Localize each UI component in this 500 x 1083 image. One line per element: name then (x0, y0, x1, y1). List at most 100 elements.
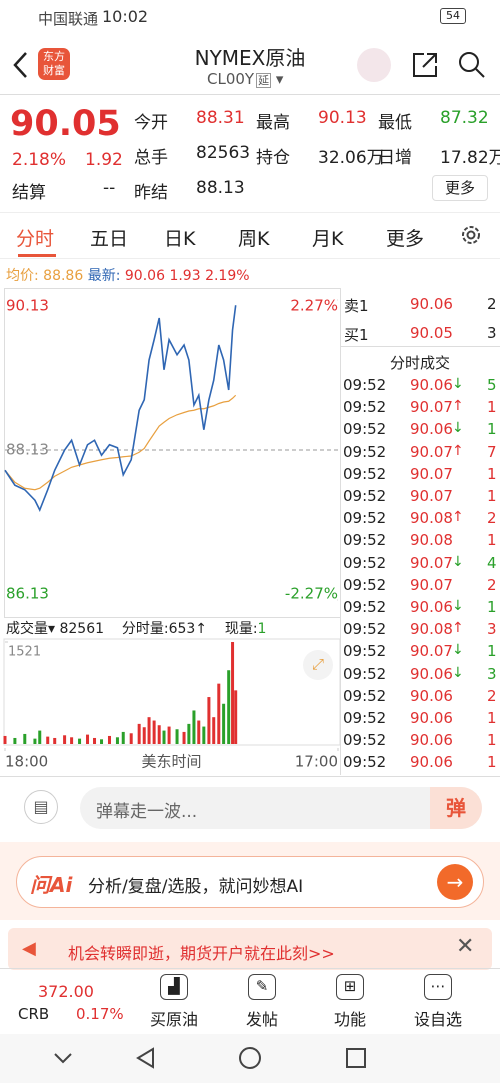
trade-qty: 5 (487, 376, 497, 394)
tab-underline (18, 254, 56, 257)
last: 90.06 (124, 268, 165, 284)
comment-input[interactable]: 弹幕走一波... (80, 787, 482, 829)
volume-bar (182, 731, 186, 744)
volume-bar (93, 737, 97, 744)
trade-price: 90.06 (410, 598, 453, 616)
trade-time: 09:52 (343, 709, 387, 727)
action-label[interactable]: 发帖 (245, 1010, 278, 1029)
field-value: 87.32 (440, 108, 489, 128)
change: 1.92 (85, 150, 123, 170)
trade-price: 90.06 (410, 376, 453, 394)
book-label: 买1 (344, 326, 369, 344)
volume-bar (162, 730, 166, 744)
field-label: 最低 (378, 113, 412, 133)
more-button[interactable]: 更多 (432, 175, 488, 201)
tab[interactable]: 更多 (386, 228, 425, 250)
volume-bar (121, 731, 125, 744)
action-label[interactable]: 设自选 (413, 1010, 462, 1029)
carrier: 中国联通 (38, 10, 99, 28)
banner-close[interactable]: ✕ (456, 934, 475, 959)
field-label: 总手 (134, 148, 168, 168)
danmaku-toggle[interactable]: ▤ (24, 790, 58, 824)
code-text: CL00Y (207, 70, 255, 88)
trade-price: 90.07 (410, 553, 453, 572)
volume-bar (152, 720, 156, 744)
price-line (4, 305, 237, 512)
volume-bar (100, 739, 104, 744)
volume-bar (53, 737, 57, 744)
change-pct: 2.18% (12, 150, 67, 170)
nav-icons (54, 1047, 366, 1069)
trade-time: 09:52 (343, 731, 387, 750)
trade-price: 90.08 (410, 620, 453, 639)
back-button[interactable] (10, 50, 32, 80)
trade-qty: 7 (487, 442, 497, 461)
volume-bar (129, 733, 133, 744)
field-label: 昨结 (134, 183, 168, 203)
expand-button[interactable]: ⤢ (303, 650, 333, 680)
trade-qty: 1 (487, 420, 497, 439)
banner-icon: ◀ (22, 938, 36, 959)
trade-time: 09:52 (343, 509, 387, 528)
y-tick-label: 88.13 (6, 441, 49, 459)
trade-price: 90.07 (410, 398, 453, 417)
trade-price: 90.07 (410, 575, 453, 594)
tab[interactable]: 月K (312, 228, 344, 250)
tick-label: 分时量: (121, 621, 169, 637)
action-label[interactable]: 功能 (333, 1010, 366, 1029)
tab[interactable]: 日K (164, 228, 196, 250)
divider (0, 212, 500, 213)
trade-time: 09:52 (343, 553, 387, 572)
ai-go[interactable]: → (437, 864, 473, 900)
trade-qty: 1 (487, 731, 497, 750)
field-label: 最高 (256, 113, 290, 133)
book-label: 卖1 (344, 297, 369, 315)
x-axis: 18:00 17:00 美东时间 (4, 748, 339, 771)
tick-value: 653↑ (168, 621, 208, 637)
trade-time: 09:52 (343, 664, 387, 683)
trade-qty: 1 (487, 753, 497, 772)
trade-time: 09:52 (343, 575, 387, 594)
field-value: -- (103, 178, 116, 198)
trade-time: 09:52 (343, 598, 387, 616)
avatar[interactable] (357, 48, 391, 82)
volume-bar (234, 690, 238, 744)
trade-dir: ↓ (452, 598, 464, 614)
last-label: 最新: (87, 268, 121, 284)
volume-bar (197, 720, 201, 744)
settings-icon[interactable] (458, 222, 484, 248)
tab[interactable]: 五日 (90, 228, 129, 250)
volume-bar (142, 727, 146, 744)
divider (340, 346, 500, 347)
volume-bar (46, 736, 50, 744)
y-tick-label: 86.13 (6, 585, 49, 603)
now-value: 1 (257, 621, 267, 637)
trade-price: 90.07 (410, 642, 453, 661)
trades-title: 分时成交 (389, 354, 450, 372)
field-value: 88.13 (196, 178, 245, 198)
field-label: 日增 (378, 148, 412, 168)
trade-price: 90.06 (410, 420, 453, 439)
send-button[interactable]: 弹 (430, 787, 482, 829)
ai-box[interactable] (16, 856, 484, 908)
share-icon[interactable] (410, 50, 440, 80)
volume-bar (175, 729, 179, 744)
clock: 10:02 (102, 7, 149, 26)
action-label[interactable]: 买原油 (149, 1010, 198, 1029)
ai-text: 分析/复盘/选股，就问妙想AI (88, 877, 304, 897)
banner[interactable] (8, 928, 492, 970)
trade-price: 90.06 (410, 686, 453, 705)
trade-time: 09:52 (343, 620, 387, 639)
search-icon[interactable] (457, 50, 487, 80)
trade-time: 09:52 (343, 487, 387, 505)
field-label: 结算 (12, 183, 46, 203)
volume-bar (107, 735, 111, 744)
trade-qty: 1 (487, 487, 497, 505)
volume-bar (231, 642, 235, 744)
field-label: 今开 (134, 113, 168, 133)
tab[interactable]: 分时 (16, 228, 55, 250)
logo-line: 财富 (43, 64, 65, 77)
tab[interactable]: 周K (238, 228, 270, 250)
index-name: CRB (18, 1005, 50, 1023)
nav-bar (0, 1034, 500, 1083)
